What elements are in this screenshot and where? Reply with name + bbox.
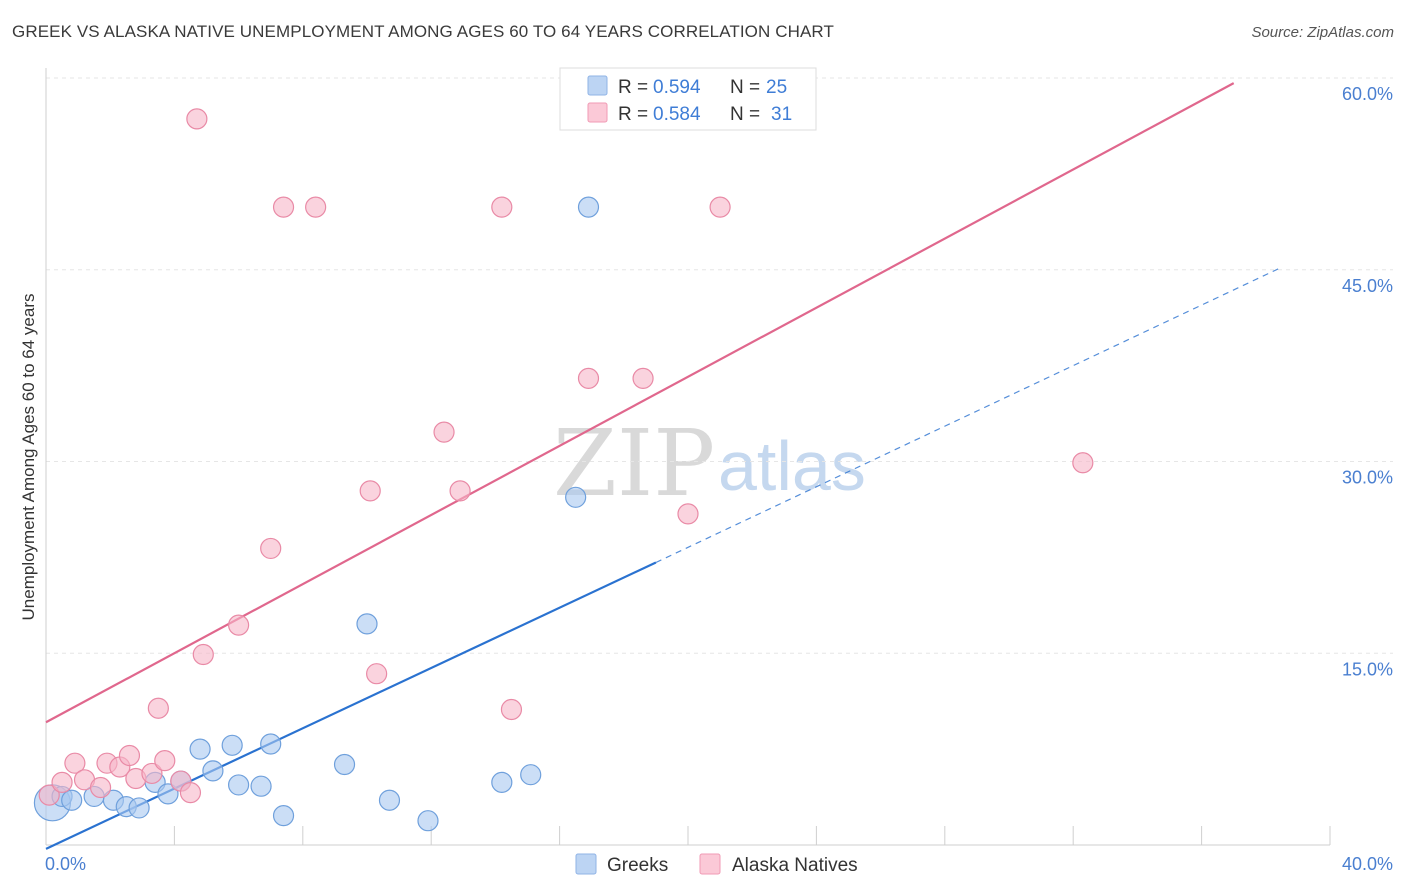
legend-swatch-greeks: [587, 75, 608, 96]
greeks-point: [228, 774, 250, 796]
greeks-point: [272, 804, 295, 827]
alaska-natives-point: [192, 643, 214, 666]
bottom-legend-label-alaska: Alaska Natives: [732, 855, 858, 876]
chart-title: GREEK VS ALASKA NATIVE UNEMPLOYMENT AMON…: [12, 22, 834, 41]
alaska-natives-point: [38, 784, 60, 806]
alaska-natives-point: [179, 781, 202, 804]
alaska-natives-point: [449, 480, 471, 502]
greeks-point: [333, 753, 356, 776]
regression-lines: [45, 82, 1283, 850]
greeks-point: [577, 196, 600, 218]
source-label: Source: ZipAtlas.com: [1251, 24, 1394, 41]
bottom-legend-swatch-alaska: [699, 853, 721, 875]
greeks-point: [378, 789, 401, 811]
greeks-point: [250, 775, 272, 797]
alaska-natives-point: [272, 196, 295, 218]
data-points: [33, 108, 1094, 832]
y-axis-title: Unemployment Among Ages 60 to 64 years: [19, 294, 38, 621]
alaska-natives-point: [186, 108, 208, 130]
legend-r-label-alaska: R =: [618, 104, 648, 125]
y-tick-label: 60.0%: [1342, 84, 1393, 104]
greeks-point: [61, 789, 83, 811]
legend-n-label-greeks: N =: [730, 77, 760, 98]
legend-r-value-alaska: 0.584: [653, 104, 701, 125]
alaska-natives-point: [366, 663, 388, 685]
alaska-natives-point: [359, 480, 381, 502]
greeks-point: [565, 486, 587, 508]
alaska-natives-point: [1072, 452, 1094, 474]
greeks-point: [356, 613, 378, 635]
alaska-natives-point: [154, 750, 176, 772]
y-tick-label: 45.0%: [1342, 276, 1393, 296]
alaska-natives-trend-line: [45, 82, 1235, 724]
y-tick-label: 15.0%: [1342, 659, 1393, 679]
greeks-point: [520, 764, 542, 786]
legend-swatch-alaska: [587, 102, 608, 123]
bottom-legend: Greeks Alaska Natives: [575, 853, 858, 876]
alaska-natives-point: [89, 776, 112, 799]
x-tick-marks: [173, 826, 1331, 845]
legend: R = 0.594 N = 25 R = 0.584 N = 31: [559, 67, 817, 131]
x-tick-label-max: 40.0%: [1342, 854, 1393, 874]
alaska-natives-point: [228, 614, 250, 636]
y-tick-label: 30.0%: [1342, 468, 1393, 488]
legend-n-label-alaska: N =: [730, 104, 760, 125]
greeks-point: [491, 771, 513, 793]
alaska-natives-point: [491, 196, 513, 218]
watermark: ZIP atlas: [553, 410, 866, 517]
watermark-atlas: atlas: [718, 427, 866, 505]
greeks-point: [128, 797, 150, 819]
alaska-natives-point: [577, 367, 600, 390]
greeks-point: [189, 738, 211, 760]
alaska-natives-point: [260, 537, 282, 560]
alaska-natives-point: [709, 196, 731, 218]
y-tick-labels: 15.0% 30.0% 45.0% 60.0%: [1342, 84, 1393, 679]
greeks-point: [221, 734, 243, 756]
alaska-natives-point: [141, 762, 163, 785]
legend-n-value-greeks: 25: [766, 77, 787, 98]
alaska-natives-point: [51, 771, 73, 793]
x-tick-label-min: 0.0%: [45, 854, 86, 874]
bottom-legend-label-greeks: Greeks: [607, 855, 668, 876]
greeks-point: [202, 760, 224, 782]
legend-r-label-greeks: R =: [618, 77, 648, 98]
greeks-point: [260, 733, 282, 755]
bottom-legend-swatch-greeks: [575, 853, 597, 875]
alaska-natives-point: [64, 752, 86, 774]
alaska-natives-point: [118, 744, 141, 767]
alaska-natives-point: [305, 196, 327, 218]
alaska-natives-point: [147, 697, 169, 719]
greeks-point: [157, 783, 179, 805]
legend-r-value-greeks: 0.594: [653, 77, 701, 98]
greeks-trend-extension: [655, 266, 1283, 564]
legend-n-value-alaska: 31: [771, 104, 792, 125]
greeks-point: [417, 810, 439, 832]
alaska-natives-point: [500, 698, 523, 721]
alaska-natives-point: [433, 421, 455, 443]
gridlines: [46, 77, 1393, 654]
alaska-natives-point: [677, 503, 699, 525]
alaska-natives-point: [632, 367, 654, 390]
greeks-trend-line: [45, 561, 657, 850]
